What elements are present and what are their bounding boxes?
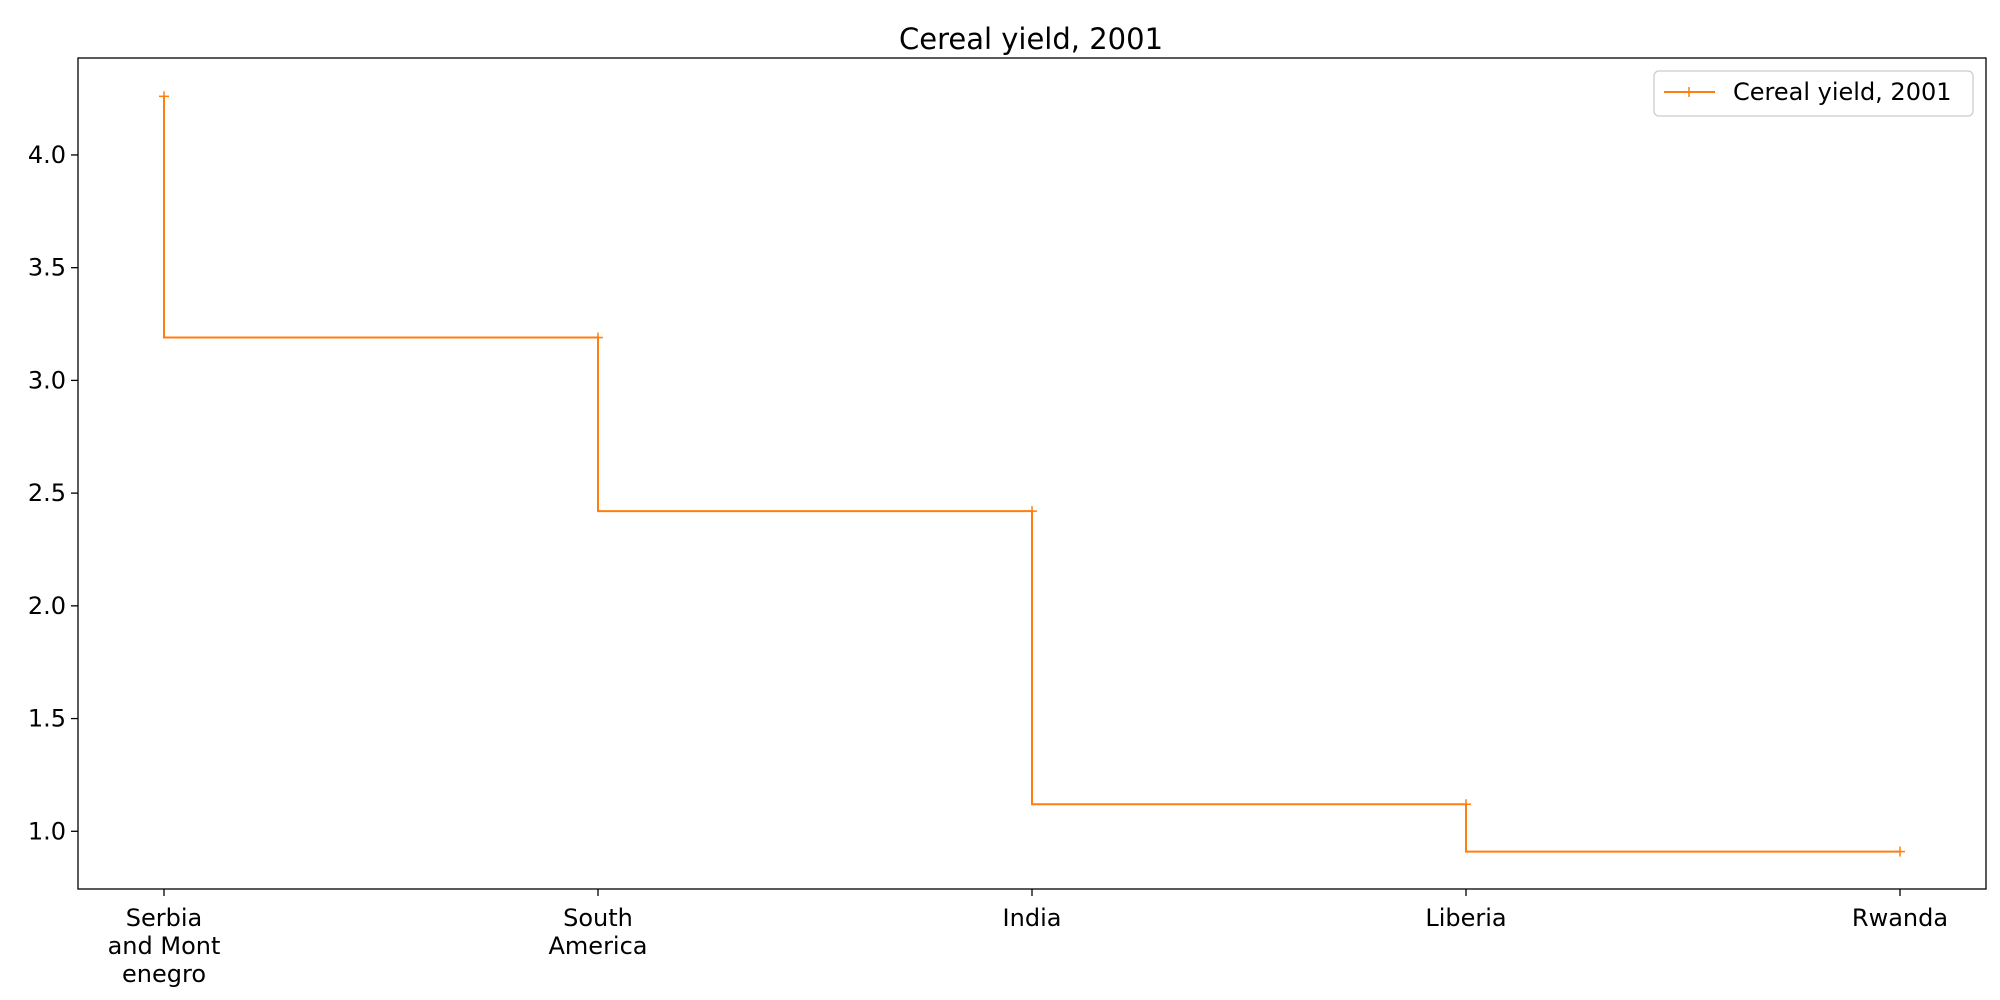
y-tick-label: 3.5 <box>28 254 66 282</box>
legend-marker <box>1684 87 1694 97</box>
legend: Cereal yield, 2001 <box>1653 70 1974 117</box>
series-line <box>163 96 1900 853</box>
chart-title: Cereal yield, 2001 <box>899 22 1163 56</box>
legend-label: Cereal yield, 2001 <box>1733 78 1952 106</box>
series-layer <box>159 91 1905 857</box>
y-tick-label: 2.5 <box>28 479 66 507</box>
data-point-marker <box>159 91 169 102</box>
x-tick-label-line: America <box>549 932 648 960</box>
x-tick-label-line: India <box>1003 904 1062 932</box>
data-point-marker <box>1027 506 1037 517</box>
data-point-marker <box>1895 846 1905 857</box>
x-tick-label: India <box>1003 904 1062 932</box>
y-tick-label: 2.0 <box>28 592 66 620</box>
data-point-marker <box>1461 799 1471 810</box>
legend-box <box>1653 70 1974 117</box>
x-tick-label-line: Liberia <box>1425 904 1506 932</box>
y-axis: 1.0 1.5 2.0 2.5 3.0 3.5 4.0 <box>28 141 78 845</box>
y-tick-label: 1.5 <box>28 705 66 733</box>
x-tick-label-line: South <box>563 904 633 932</box>
x-tick-label: Rwanda <box>1852 904 1948 932</box>
x-axis: Serbia and Mont enegro South America India Lib… <box>108 889 1948 988</box>
x-tick-label: South America <box>549 904 648 960</box>
x-tick-label-line: and Mont <box>108 932 221 960</box>
data-point-marker <box>593 332 603 343</box>
x-tick-label: Liberia <box>1425 904 1506 932</box>
x-tick-label-line: Serbia <box>126 904 202 932</box>
y-tick-label: 1.0 <box>28 817 66 845</box>
x-tick-label-line: Rwanda <box>1852 904 1948 932</box>
y-tick-label: 3.0 <box>28 366 66 394</box>
y-tick-label: 4.0 <box>28 141 66 169</box>
x-tick-label: Serbia and Mont enegro <box>108 904 221 988</box>
x-tick-label-line: enegro <box>122 960 206 988</box>
